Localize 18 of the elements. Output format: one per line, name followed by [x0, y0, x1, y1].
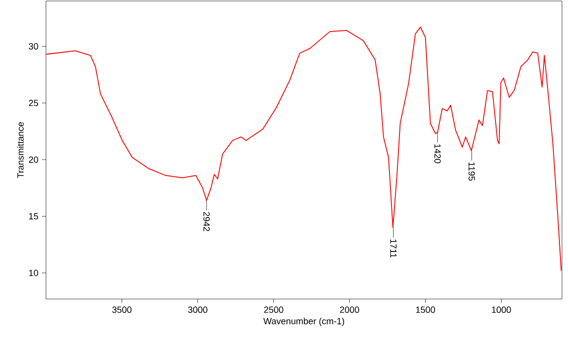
- annotation: 1195: [468, 162, 475, 181]
- annotation: 2942: [203, 212, 210, 232]
- line-series: [46, 26, 562, 272]
- y-tick-label: 20: [28, 156, 38, 163]
- annotation: 1420: [434, 144, 441, 164]
- y-tick-label: 25: [28, 100, 38, 106]
- x-tick-label: 3000: [188, 306, 208, 313]
- annotation: 1711: [390, 240, 396, 258]
- x-tick-label: 2000: [340, 306, 360, 313]
- y-tick-label: 30: [28, 43, 38, 50]
- x-axis-title: Wavenumber (cm-1): [263, 318, 344, 326]
- x-tick-label: 1000: [492, 306, 511, 313]
- y-tick-label: 10: [29, 270, 38, 276]
- x-tick-label: 2500: [264, 306, 284, 313]
- x-tick-label: 1500: [416, 306, 436, 313]
- y-tick-label: 15: [29, 213, 38, 220]
- x-tick-label: 3500: [112, 306, 132, 313]
- y-axis-title: Transmittance: [17, 122, 24, 178]
